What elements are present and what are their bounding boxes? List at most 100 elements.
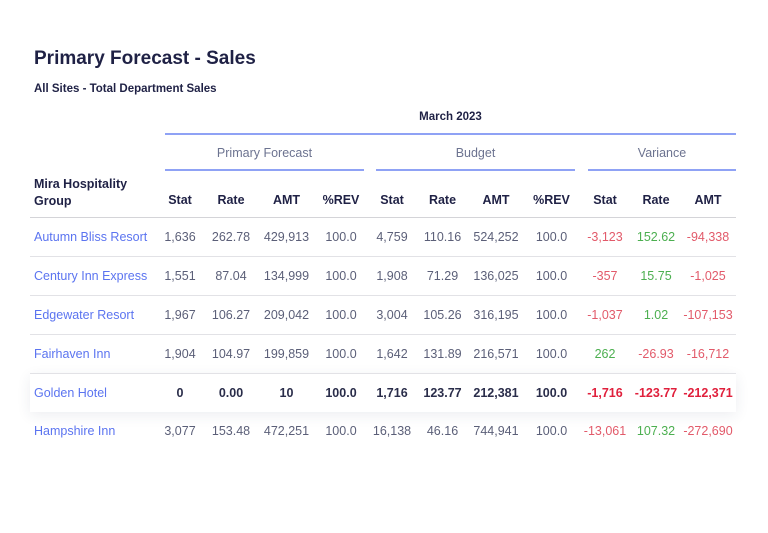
value-cell: 87.04 xyxy=(205,256,257,296)
value-cell: 1,904 xyxy=(155,334,205,374)
value-cell: -357 xyxy=(578,256,632,296)
value-cell: 262.78 xyxy=(205,217,257,257)
value-cell: 1.02 xyxy=(632,295,680,335)
value-cell: 1,642 xyxy=(366,334,418,374)
value-cell: 100.0 xyxy=(316,334,366,374)
value-cell: 744,941 xyxy=(473,424,519,438)
value-cell: 10 xyxy=(257,373,316,412)
value-cell: 216,571 xyxy=(467,334,525,374)
column-header-stat[interactable]: Stat xyxy=(578,183,632,218)
group-divider xyxy=(165,169,364,171)
value-cell: 105.26 xyxy=(418,295,467,335)
value-cell: 4,759 xyxy=(366,217,418,257)
header-row: Stat Rate AMT %REV Stat Rate AMT %REV Stat Rate AM… xyxy=(30,183,736,218)
value-cell: 153.48 xyxy=(211,424,251,438)
value-cell: 100.0 xyxy=(316,373,366,412)
value-cell: 104.97 xyxy=(205,334,257,374)
value-cell: 131.89 xyxy=(418,334,467,374)
site-link[interactable]: Autumn Bliss Resort xyxy=(30,217,155,257)
value-cell: 46.16 xyxy=(426,424,459,438)
site-link[interactable]: Golden Hotel xyxy=(30,373,155,412)
value-cell: 100.0 xyxy=(325,424,357,438)
value-cell: 123.77 xyxy=(418,373,467,412)
page-subtitle: All Sites - Total Department Sales xyxy=(34,83,217,95)
value-cell: 100.0 xyxy=(525,334,578,374)
column-header-stat[interactable]: Stat xyxy=(366,183,418,218)
value-cell: 1,967 xyxy=(155,295,205,335)
value-cell: 1,551 xyxy=(155,256,205,296)
value-cell: 106.27 xyxy=(205,295,257,335)
column-header-rate[interactable]: Rate xyxy=(205,183,257,218)
table-row[interactable]: Fairhaven Inn 1,904 104.97 199,859 100.0 1,64… xyxy=(30,334,736,374)
period-header: March 2023 xyxy=(419,111,482,123)
group-divider xyxy=(376,169,575,171)
value-cell: 1,636 xyxy=(155,217,205,257)
value-cell: 212,381 xyxy=(467,373,525,412)
value-cell: 110.16 xyxy=(418,217,467,257)
value-cell: 316,195 xyxy=(467,295,525,335)
table-row[interactable]: Golden Hotel 0 0.00 10 100.0 1,716 123.77 212,3… xyxy=(30,373,736,412)
group-divider xyxy=(588,169,736,171)
value-cell: -107,153 xyxy=(680,295,736,335)
value-cell: -123.77 xyxy=(632,373,680,412)
value-cell: 71.29 xyxy=(418,256,467,296)
page-title: Primary Forecast - Sales xyxy=(34,48,256,69)
value-cell: 107.32 xyxy=(636,424,676,438)
value-cell: 1,716 xyxy=(366,373,418,412)
value-cell: 152.62 xyxy=(632,217,680,257)
value-cell: 0 xyxy=(155,373,205,412)
value-cell: 15.75 xyxy=(632,256,680,296)
column-header-amt[interactable]: AMT xyxy=(257,183,316,218)
site-link[interactable]: Hampshire Inn xyxy=(34,424,116,438)
value-cell: 100.0 xyxy=(525,373,578,412)
value-cell: -1,037 xyxy=(578,295,632,335)
value-cell: 134,999 xyxy=(257,256,316,296)
value-cell: 100.0 xyxy=(535,424,568,438)
group-variance: Variance xyxy=(637,146,687,160)
value-cell: -3,123 xyxy=(578,217,632,257)
forecast-table: Stat Rate AMT %REV Stat Rate AMT %REV Stat Rate AM… xyxy=(30,183,736,450)
column-header-rate[interactable]: Rate xyxy=(418,183,467,218)
site-link[interactable]: Fairhaven Inn xyxy=(30,334,155,374)
value-cell: -16,712 xyxy=(680,334,736,374)
value-cell: -26.93 xyxy=(632,334,680,374)
value-cell: -13,061 xyxy=(583,424,627,438)
column-header-rev[interactable]: %REV xyxy=(525,183,578,218)
value-cell: 199,859 xyxy=(257,334,316,374)
value-cell: 136,025 xyxy=(467,256,525,296)
value-cell: 1,908 xyxy=(366,256,418,296)
value-cell: 16,138 xyxy=(372,424,412,438)
table-row[interactable]: Century Inn Express 1,551 87.04 134,999 100.… xyxy=(30,256,736,296)
site-link[interactable]: Century Inn Express xyxy=(30,256,155,296)
value-cell: 429,913 xyxy=(257,217,316,257)
table-row[interactable]: Hampshire Inn 3,077 153.48 472,251 100.0 16,1… xyxy=(30,412,736,450)
period-divider xyxy=(165,133,736,135)
column-header-rev[interactable]: %REV xyxy=(316,183,366,218)
group-budget: Budget xyxy=(455,146,496,160)
value-cell: -94,338 xyxy=(680,217,736,257)
header-name-cell xyxy=(30,183,155,218)
value-cell: 100.0 xyxy=(316,295,366,335)
value-cell: 100.0 xyxy=(525,256,578,296)
value-cell: 3,077 xyxy=(164,424,196,438)
value-cell: 100.0 xyxy=(316,217,366,257)
value-cell: 3,004 xyxy=(366,295,418,335)
value-cell: -1,716 xyxy=(578,373,632,412)
column-header-stat[interactable]: Stat xyxy=(155,183,205,218)
value-cell: 100.0 xyxy=(316,256,366,296)
table-row[interactable]: Edgewater Resort 1,967 106.27 209,042 100.0 3… xyxy=(30,295,736,335)
value-cell: 0.00 xyxy=(205,373,257,412)
value-cell: -212,371 xyxy=(680,373,736,412)
group-primary-forecast: Primary Forecast xyxy=(216,146,313,160)
value-cell: -272,690 xyxy=(683,424,733,438)
value-cell: 209,042 xyxy=(257,295,316,335)
column-header-amt[interactable]: AMT xyxy=(467,183,525,218)
value-cell: 472,251 xyxy=(263,424,310,438)
site-link[interactable]: Edgewater Resort xyxy=(30,295,155,335)
table-row[interactable]: Autumn Bliss Resort 1,636 262.78 429,913 100… xyxy=(30,217,736,257)
column-header-rate[interactable]: Rate xyxy=(632,183,680,218)
value-cell: 262 xyxy=(578,334,632,374)
value-cell: 524,252 xyxy=(467,217,525,257)
value-cell: -1,025 xyxy=(680,256,736,296)
column-header-amt[interactable]: AMT xyxy=(680,183,736,218)
